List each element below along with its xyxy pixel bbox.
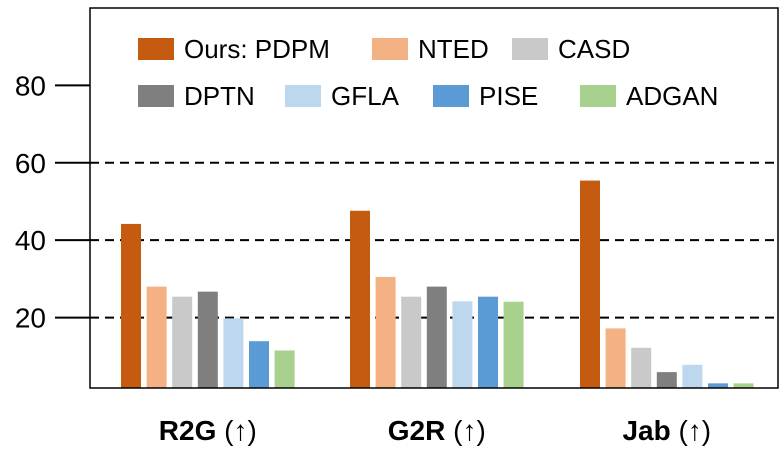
legend: Ours: PDPM NTED CASD DPTN GFLA PISE ADGAN: [138, 34, 718, 111]
y-tick-label: 20: [15, 303, 46, 334]
bar-gfla-r2g: [223, 318, 244, 388]
legend-label: Ours: PDPM: [184, 34, 330, 64]
bar-casd-jab: [631, 347, 652, 388]
legend-swatch: [372, 38, 408, 60]
category-arrow: (↑): [445, 415, 485, 446]
legend-swatch: [512, 38, 548, 60]
bar-pise-r2g: [249, 341, 269, 388]
bar-gfla-jab: [682, 364, 703, 388]
bar-nted-jab: [605, 328, 626, 388]
x-category-label: Jab (↑): [622, 415, 711, 446]
legend-swatch: [138, 85, 174, 107]
bar-adgan-jab: [733, 383, 754, 388]
y-axis: 20 40 60 80: [15, 70, 90, 334]
legend-label: GFLA: [331, 81, 400, 111]
legend-label: CASD: [558, 34, 630, 64]
x-axis: R2G (↑) G2R (↑) Jab (↑): [159, 415, 711, 446]
bar-ours-pdpm-r2g: [121, 223, 141, 388]
category-arrow: (↑): [216, 415, 256, 446]
x-category-label: G2R (↑): [388, 415, 486, 446]
category-arrow: (↑): [671, 415, 711, 446]
legend-label: NTED: [418, 34, 489, 64]
bar-nted-r2g: [146, 286, 167, 388]
plot-frame: [89, 7, 779, 389]
bar-dptn-g2r: [426, 286, 447, 388]
legend-swatch: [580, 85, 616, 107]
category-name: G2R: [388, 415, 446, 446]
category-name: Jab: [622, 415, 670, 446]
y-tick-label: 80: [15, 70, 46, 101]
legend-swatch: [138, 38, 174, 60]
x-category-label: R2G (↑): [159, 415, 257, 446]
legend-label: DPTN: [184, 81, 255, 111]
gridlines: [90, 161, 778, 319]
legend-swatch: [285, 85, 321, 107]
bar-pise-g2r: [478, 296, 498, 388]
bar-ours-pdpm-jab: [580, 180, 600, 388]
bar-casd-g2r: [401, 296, 422, 388]
y-tick-label: 40: [15, 225, 46, 256]
bar-dptn-r2g: [197, 291, 218, 388]
bar-adgan-r2g: [274, 350, 295, 388]
bar-nted-g2r: [375, 276, 396, 388]
bar-adgan-g2r: [503, 301, 524, 388]
bars: [121, 180, 754, 388]
legend-label: PISE: [479, 81, 538, 111]
bar-dptn-jab: [656, 372, 677, 388]
bar-ours-pdpm-g2r: [350, 210, 370, 388]
y-tick-label: 60: [15, 148, 46, 179]
legend-label: ADGAN: [626, 81, 718, 111]
bar-pise-jab: [708, 383, 728, 388]
bar-gfla-g2r: [452, 301, 473, 388]
bar-casd-r2g: [172, 296, 193, 388]
category-name: R2G: [159, 415, 217, 446]
legend-swatch: [433, 85, 469, 107]
